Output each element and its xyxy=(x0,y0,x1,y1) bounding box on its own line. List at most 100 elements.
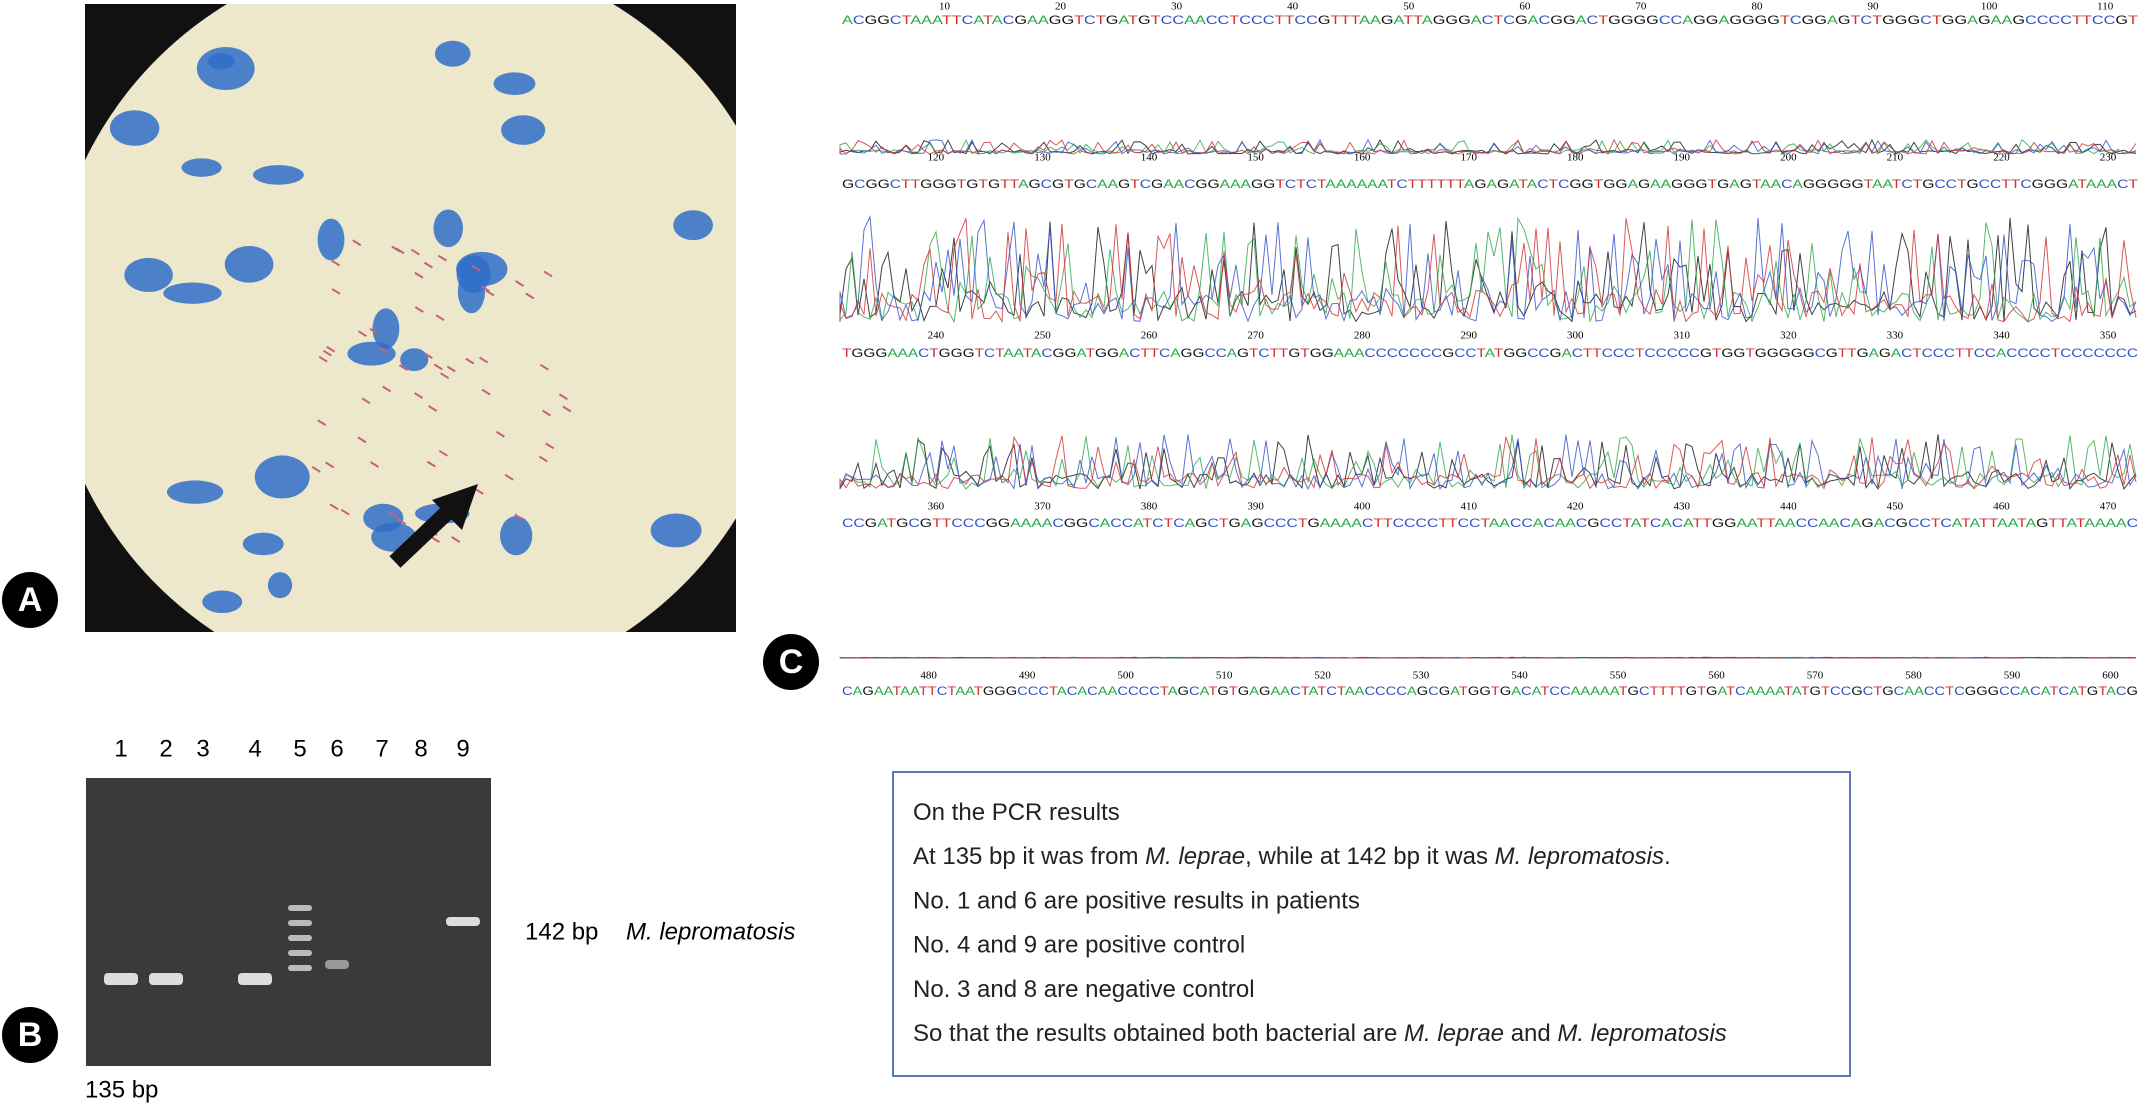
base-position: 550 xyxy=(1610,670,1627,682)
base-position: 370 xyxy=(1034,501,1051,513)
bacillus xyxy=(369,327,379,335)
bacillus xyxy=(545,442,555,450)
bacillus xyxy=(398,364,409,371)
base-position: 50 xyxy=(1403,1,1415,13)
base-position: 260 xyxy=(1141,330,1158,342)
base-position: 230 xyxy=(2100,152,2117,164)
base-position: 300 xyxy=(1567,330,1584,342)
species-label: M. lepromatosis xyxy=(626,918,795,945)
base-position: 530 xyxy=(1413,670,1430,682)
bacillus xyxy=(357,436,367,444)
bacillus xyxy=(433,363,443,371)
base-position: 510 xyxy=(1216,670,1233,682)
bacillus xyxy=(465,357,475,365)
base-position: 120 xyxy=(928,152,945,164)
bacillus xyxy=(541,409,552,417)
base-position: 70 xyxy=(1635,1,1647,13)
bacillus xyxy=(340,508,350,516)
arrow xyxy=(389,499,461,568)
bacillus xyxy=(410,248,420,256)
bacillus xyxy=(435,314,445,322)
bacillus xyxy=(538,455,548,463)
result-line: On the PCR results xyxy=(913,799,1120,826)
chromatogram-trace xyxy=(839,138,2137,155)
ladder-band xyxy=(288,920,312,926)
bacillus xyxy=(514,513,524,521)
base-position: 310 xyxy=(1674,330,1691,342)
arrow-head xyxy=(432,484,478,530)
lane-number: 7 xyxy=(375,735,388,762)
nucleus xyxy=(254,455,310,499)
result-text: . xyxy=(1664,844,1671,871)
base-position: 190 xyxy=(1674,152,1691,164)
bacillus xyxy=(397,518,407,525)
nucleus xyxy=(372,308,400,349)
bacillus xyxy=(495,430,505,438)
bacillus xyxy=(485,289,495,297)
bacillus xyxy=(430,536,440,543)
base-position: 420 xyxy=(1567,501,1584,513)
bacillus xyxy=(414,271,424,279)
base-position: 540 xyxy=(1511,670,1528,682)
lane-number: 2 xyxy=(159,735,172,762)
panel-badge xyxy=(2,572,58,628)
bacillus xyxy=(311,466,321,473)
base-position: 60 xyxy=(1519,1,1531,13)
bacillus xyxy=(361,397,371,405)
base-position: 80 xyxy=(1751,1,1763,13)
nucleus xyxy=(202,590,243,614)
bacillus xyxy=(317,419,327,426)
result-text: , while at 142 bp it was xyxy=(1245,844,1494,871)
bacillus xyxy=(388,511,398,519)
bacillus xyxy=(352,239,362,247)
result-text: M. lepromatosis xyxy=(1557,1020,1726,1047)
nucleus xyxy=(347,341,396,366)
result-text: M. leprae xyxy=(1404,1020,1504,1047)
bacillus xyxy=(423,352,433,360)
band xyxy=(446,917,480,926)
base-position: 160 xyxy=(1354,152,1371,164)
lane-number: 9 xyxy=(456,735,469,762)
base-position: 110 xyxy=(2097,1,2114,13)
band-label: 142 bp xyxy=(525,918,598,945)
base-position: 150 xyxy=(1247,152,1264,164)
panel-label: C xyxy=(779,643,804,681)
base-position: 30 xyxy=(1171,1,1183,13)
bacillus xyxy=(326,345,336,353)
field xyxy=(85,4,736,632)
bacillus xyxy=(543,270,553,278)
result-text: No. 1 and 6 are positive results in pati… xyxy=(913,888,1360,915)
bacillus xyxy=(539,363,549,371)
nucleus xyxy=(317,218,345,261)
band xyxy=(149,973,183,985)
bacillus xyxy=(325,461,335,469)
base-position: 560 xyxy=(1708,670,1725,682)
ladder-band xyxy=(288,935,312,941)
base-position: 240 xyxy=(928,330,945,342)
chromatogram-trace xyxy=(839,656,2137,659)
nucleus xyxy=(493,72,536,95)
bacillus xyxy=(471,265,481,272)
base-position: 480 xyxy=(920,670,937,682)
base-position: 270 xyxy=(1247,330,1264,342)
nucleus xyxy=(501,115,546,145)
band xyxy=(325,960,349,969)
nucleus xyxy=(224,246,274,283)
base-position: 360 xyxy=(928,501,945,513)
nucleus xyxy=(166,480,224,504)
base-position: 320 xyxy=(1780,330,1797,342)
nucleus xyxy=(433,209,463,248)
base-position: 330 xyxy=(1887,330,1904,342)
ladder-band xyxy=(288,950,312,956)
nucleus xyxy=(650,513,702,548)
panel-badge xyxy=(763,634,819,690)
bacillus xyxy=(370,461,380,468)
chromatogram-trace xyxy=(839,218,2137,324)
base-position: 290 xyxy=(1460,330,1477,342)
chromatogram-trace xyxy=(839,434,2137,491)
lane-number: 3 xyxy=(196,735,209,762)
